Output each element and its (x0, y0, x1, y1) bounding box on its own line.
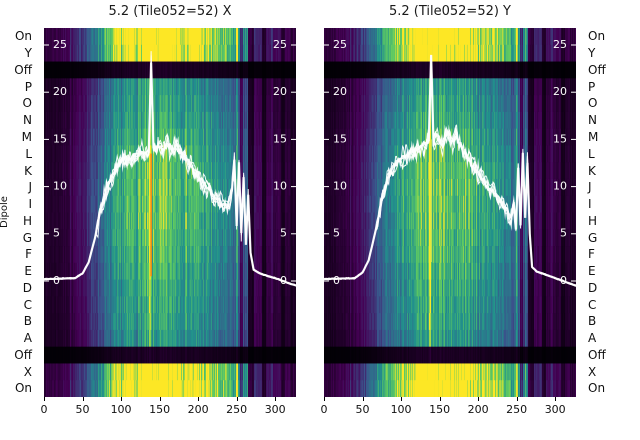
x-axis-panel-x: 0 50 100 150 200 250 300 (40, 397, 296, 421)
x-tick-label: 200 (467, 403, 489, 416)
x-tick-mark (516, 397, 518, 401)
heatmap-panel-y (324, 28, 576, 397)
dipole-label: E (24, 264, 32, 279)
dipole-label: On (588, 381, 606, 396)
x-tick-label: 300 (544, 403, 566, 416)
x-tick-label: 300 (264, 403, 286, 416)
dipole-label: H (22, 213, 32, 228)
dipole-label: On (588, 29, 606, 44)
dipole-label: J (28, 180, 32, 195)
dipole-label: C (23, 297, 32, 312)
dipole-label: L (25, 146, 32, 161)
x-tick-mark (275, 397, 277, 401)
x-tick-label: 150 (429, 403, 451, 416)
dipole-label: O (588, 96, 598, 111)
x-tick-mark (82, 397, 84, 401)
x-tick-label: 50 (75, 403, 90, 416)
x-tick-label: 100 (110, 403, 132, 416)
dipole-label: F (588, 247, 595, 262)
dipole-label: Off (14, 347, 32, 362)
x-tick-mark (236, 397, 238, 401)
dipole-label: On (14, 29, 32, 44)
dipole-label: K (588, 163, 596, 178)
x-tick-label: 150 (149, 403, 171, 416)
dipole-label: X (588, 364, 597, 379)
x-tick-mark (555, 397, 557, 401)
dipole-label: Y (24, 46, 32, 61)
dipole-label: A (588, 331, 597, 346)
dipole-label: D (588, 280, 598, 295)
dipole-label: D (22, 280, 32, 295)
dipole-label: H (588, 213, 598, 228)
dipole-label: N (23, 113, 32, 128)
panel-y-title: 5.2 (Tile052=52) Y (388, 4, 512, 19)
dipole-labels-left: On Y Off P O N M L K J I H G F E D C B A Off X On (0, 28, 40, 397)
dipole-label: B (23, 314, 32, 329)
x-tick-label: 0 (320, 403, 328, 416)
x-tick-mark (362, 397, 364, 401)
dipole-label: Y (588, 46, 596, 61)
dipole-label: B (588, 314, 597, 329)
dipole-label: Off (14, 62, 32, 77)
dipole-label: N (588, 113, 597, 128)
x-tick-mark (44, 397, 45, 401)
dipole-label: O (22, 96, 32, 111)
x-tick-mark (324, 397, 325, 401)
dipole-label: F (25, 247, 32, 262)
dipole-label: E (588, 264, 596, 279)
x-tick-label: 100 (390, 403, 412, 416)
x-tick-mark (159, 397, 161, 401)
x-tick-mark (439, 397, 441, 401)
dipole-label: Off (588, 62, 606, 77)
x-tick-label: 50 (355, 403, 370, 416)
x-axis-panel-y: 0 50 100 150 200 250 300 (320, 397, 576, 421)
dipole-label: K (24, 163, 32, 178)
dipole-label: I (28, 197, 32, 212)
dipole-label: I (588, 197, 592, 212)
x-tick-label: 0 (40, 403, 48, 416)
dipole-label: Off (588, 347, 606, 362)
dipole-label: M (21, 129, 32, 144)
x-tick-label: 250 (506, 403, 528, 416)
dipole-label: X (23, 364, 32, 379)
x-tick-mark (401, 397, 403, 401)
dipole-label: J (588, 180, 592, 195)
dipole-label: C (588, 297, 597, 312)
x-tick-mark (478, 397, 480, 401)
x-tick-mark (198, 397, 200, 401)
x-tick-mark (121, 397, 123, 401)
dipole-label: G (588, 230, 598, 245)
dipole-label: A (23, 331, 32, 346)
dipole-label: P (24, 79, 32, 94)
dipole-label: L (588, 146, 595, 161)
dipole-label: On (14, 381, 32, 396)
panel-x-title: 5.2 (Tile052=52) X (108, 4, 232, 19)
heatmap-panel-x (44, 28, 296, 397)
dipole-label: G (22, 230, 32, 245)
dipole-label: P (588, 79, 596, 94)
x-tick-label: 250 (226, 403, 248, 416)
x-tick-label: 200 (187, 403, 209, 416)
dipole-labels-right: On Y Off P O N M L K J I H G F E D C B A Off X On (580, 28, 638, 397)
dipole-label: M (588, 129, 599, 144)
